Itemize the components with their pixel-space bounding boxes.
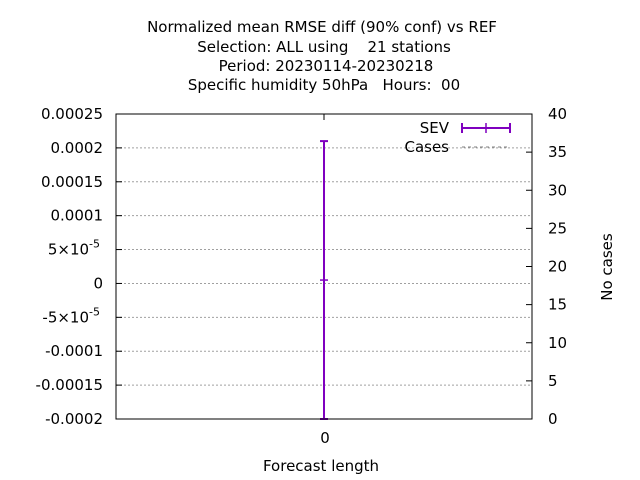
y2-tick-label: 10 bbox=[548, 334, 567, 352]
y-tick-label: 0.0001 bbox=[51, 207, 104, 225]
plot-frame bbox=[115, 113, 533, 420]
legend-swatch-sev bbox=[461, 123, 511, 133]
y-tick-label: 0.00025 bbox=[41, 105, 103, 123]
x-axis-label: Forecast length bbox=[263, 457, 379, 475]
y-tick-label: -5×10-5 bbox=[42, 305, 100, 326]
y-tick-label: 0.0002 bbox=[51, 139, 104, 157]
legend: SEV Cases bbox=[404, 119, 511, 156]
y2-tick-label: 35 bbox=[548, 143, 567, 161]
title-line-2: Selection: ALL using 21 stations bbox=[197, 38, 451, 56]
y-tick-label: -0.00015 bbox=[36, 376, 103, 394]
title-line-4: Specific humidity 50hPa Hours: 00 bbox=[188, 76, 460, 94]
y-axis-left: 0.00025 0.0002 0.00015 0.0001 5×10-5 0 -5×10-5… bbox=[36, 105, 122, 428]
legend-label-sev: SEV bbox=[420, 119, 450, 137]
y-tick-label: 0 bbox=[93, 274, 103, 292]
y-tick-label: -0.0001 bbox=[45, 342, 103, 360]
series-sev bbox=[320, 140, 328, 420]
y2-tick-label: 15 bbox=[548, 296, 567, 314]
y2-tick-label: 20 bbox=[548, 258, 567, 276]
chart-title: Normalized mean RMSE diff (90% conf) vs … bbox=[147, 18, 497, 94]
y-tick-label: 5×10-5 bbox=[48, 238, 100, 259]
title-line-3: Period: 20230114-20230218 bbox=[219, 57, 434, 75]
y2-tick-label: 0 bbox=[548, 410, 558, 428]
y-tick-label: 0.00015 bbox=[41, 173, 103, 191]
y2-axis-label: No cases bbox=[598, 233, 616, 301]
legend-label-cases: Cases bbox=[404, 138, 449, 156]
y2-tick-label: 5 bbox=[548, 372, 558, 390]
x-tick-label: 0 bbox=[320, 429, 330, 447]
y2-tick-label: 25 bbox=[548, 219, 567, 237]
y2-tick-label: 30 bbox=[548, 181, 567, 199]
title-line-1: Normalized mean RMSE diff (90% conf) vs … bbox=[147, 18, 497, 36]
y-tick-label: -0.0002 bbox=[45, 410, 103, 428]
y2-tick-label: 40 bbox=[548, 105, 567, 123]
y-axis-right: 40 35 30 25 20 15 10 5 0 bbox=[526, 105, 567, 428]
